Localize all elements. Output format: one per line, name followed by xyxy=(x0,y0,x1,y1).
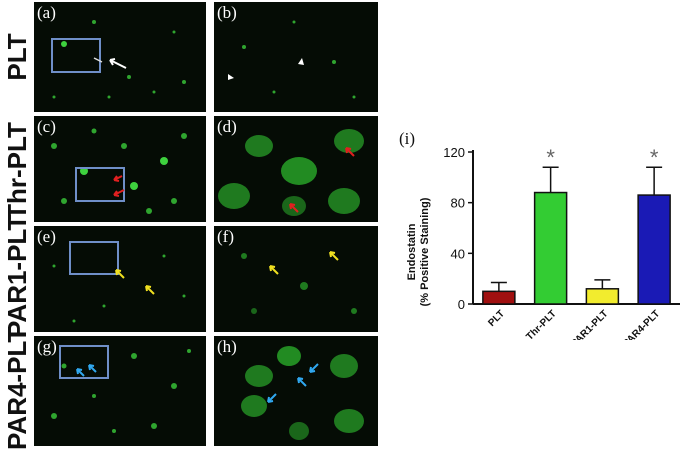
zoom-box xyxy=(59,345,109,379)
panel-tag-d: (d) xyxy=(217,117,237,136)
micrograph-b: (b) xyxy=(214,2,378,112)
micrograph-e: (e) xyxy=(34,226,206,332)
panel-tag-g: (g) xyxy=(37,337,57,356)
significance-marker: * xyxy=(546,145,555,170)
y-axis-label-line2: (% Positive Staining) xyxy=(419,197,431,306)
arrow-icon xyxy=(289,203,299,213)
bar-par1-plt xyxy=(585,288,620,305)
micrograph-a: (a) xyxy=(34,2,206,112)
arrow-icon xyxy=(329,251,339,261)
y-axis-label-line1: Endostatin xyxy=(406,223,418,280)
x-tick-label: PAR4-PLT xyxy=(621,308,662,340)
bar-par4-plt xyxy=(637,194,671,305)
micrograph-g: (g) xyxy=(34,336,206,446)
panel-tag-e: (e) xyxy=(37,227,56,246)
panel-tag-c: (c) xyxy=(37,117,56,136)
micrograph-h: (h) xyxy=(214,336,378,446)
arrow-icon xyxy=(267,393,277,403)
arrow-icon xyxy=(297,377,307,387)
micrograph-f-art xyxy=(241,251,357,314)
arrow-icon xyxy=(309,363,319,373)
panel-tag-a: (a) xyxy=(37,3,56,22)
arrow-icon xyxy=(113,175,123,182)
panel-tag-b: (b) xyxy=(217,3,237,22)
micrograph-f: (f) xyxy=(214,226,378,332)
micrograph-b-art xyxy=(228,20,356,99)
arrow-icon xyxy=(109,58,127,69)
arrow-icon xyxy=(88,364,97,373)
arrow-icon xyxy=(269,265,279,275)
arrowhead-icon xyxy=(228,74,234,80)
micrograph-c-art xyxy=(51,128,187,214)
row-label-plt: PLT xyxy=(2,33,32,81)
micrograph-c: (c) xyxy=(34,116,206,222)
micrograph-e-art xyxy=(52,241,186,323)
arrow-icon xyxy=(345,147,355,157)
arrow-icon xyxy=(115,269,125,279)
row-label-par1-plt: PAR1-PLT xyxy=(2,214,32,338)
y-tick-label: 40 xyxy=(451,246,465,261)
bar-thr-plt xyxy=(533,191,568,305)
panel-tag-h: (h) xyxy=(217,337,237,356)
zoom-box xyxy=(51,38,101,73)
row-label-par4-plt: PAR4-PLT xyxy=(2,326,32,450)
y-tick-label: 120 xyxy=(443,145,465,160)
zoom-box xyxy=(75,167,125,202)
x-tick-label: PAR1-PLT xyxy=(569,308,610,340)
y-tick-label: 0 xyxy=(458,297,465,312)
micrograph-g-art xyxy=(51,345,191,433)
x-tick-label: Thr-PLT xyxy=(524,308,558,340)
y-tick-label: 80 xyxy=(451,196,465,211)
arrow-icon xyxy=(145,285,155,295)
bar-plt xyxy=(482,290,516,305)
x-tick-label: PLT xyxy=(486,308,507,329)
micrograph-d-art xyxy=(218,129,364,216)
arrowhead-icon xyxy=(298,58,304,65)
row-label-thr-plt: Thr-PLT xyxy=(2,122,32,220)
zoom-box xyxy=(69,241,119,275)
endostatin-bar-chart: (i) Endostatin (% Positive Staining) 0 40… xyxy=(399,129,680,340)
arrow-icon xyxy=(76,368,85,377)
micrograph-a-art xyxy=(51,20,186,99)
panel-tag-f: (f) xyxy=(217,227,234,246)
significance-marker: * xyxy=(650,145,659,170)
chart-panel-label: (i) xyxy=(399,129,415,148)
arrow-icon xyxy=(113,189,125,197)
micrograph-h-art xyxy=(241,346,364,440)
micrograph-d: (d) xyxy=(214,116,378,222)
